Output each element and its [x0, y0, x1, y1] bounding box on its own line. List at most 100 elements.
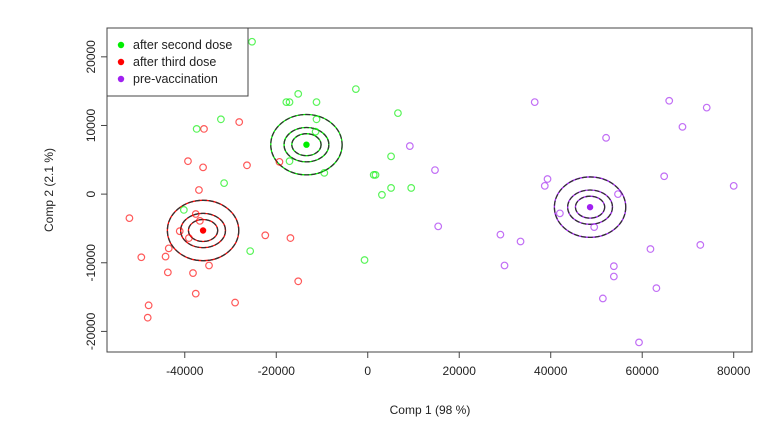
- data-point: [195, 216, 204, 225]
- data-point: [598, 294, 607, 303]
- x-axis-label: Comp 1 (98 %): [390, 403, 471, 417]
- data-point: [431, 166, 439, 174]
- data-point: [261, 231, 270, 240]
- data-point: [590, 223, 599, 231]
- data-point: [191, 210, 200, 218]
- legend-marker-pre-vaccination: [117, 75, 125, 83]
- y-tick-label: -20000: [84, 312, 98, 350]
- legend-box: [106, 27, 249, 97]
- data-point: [143, 313, 152, 322]
- data-point: [496, 230, 505, 239]
- data-point: [394, 109, 402, 118]
- data-point: [387, 184, 395, 192]
- data-point: [702, 103, 711, 112]
- data-point: [235, 118, 244, 126]
- data-point: [516, 237, 525, 246]
- data-point: [543, 175, 552, 183]
- confidence-ellipse-dash: [166, 199, 240, 262]
- data-point: [192, 125, 201, 133]
- x-tick-label: 20000: [443, 364, 477, 378]
- data-point: [609, 262, 618, 271]
- data-point: [652, 284, 661, 293]
- data-point: [282, 98, 291, 107]
- data-point: [175, 227, 184, 236]
- x-tick-label: 0: [364, 364, 371, 378]
- legend-label-pre-vaccination: pre-vaccination: [133, 72, 218, 86]
- centroid-marker: [303, 141, 310, 148]
- data-point: [163, 268, 172, 277]
- data-point: [434, 222, 443, 231]
- data-point: [195, 186, 203, 194]
- data-point: [294, 277, 303, 286]
- legend-label-third-dose: after third dose: [133, 55, 216, 69]
- confidence-ellipse-dash: [283, 126, 330, 163]
- data-point: [602, 133, 610, 142]
- x-tick-label: -40000: [166, 364, 204, 378]
- data-point: [371, 170, 380, 179]
- y-tick-label: 10000: [84, 108, 98, 142]
- data-point: [729, 181, 738, 190]
- data-point: [312, 98, 321, 107]
- confidence-ellipse-dash: [566, 189, 614, 225]
- data-point: [189, 269, 197, 277]
- y-tick-label: 20000: [84, 40, 98, 74]
- centroid-marker: [199, 227, 207, 234]
- confidence-ellipse-dash: [179, 212, 227, 249]
- data-point: [500, 261, 509, 270]
- data-point: [696, 241, 705, 249]
- data-point: [320, 168, 329, 177]
- x-tick-label: 40000: [534, 364, 568, 378]
- data-point: [678, 122, 687, 131]
- data-point: [635, 338, 643, 347]
- data-point: [405, 142, 414, 150]
- confidence-ellipse-dash: [574, 195, 606, 219]
- centroid-marker: [586, 203, 594, 211]
- data-point: [614, 190, 622, 199]
- confidence-ellipse-dash: [553, 176, 627, 239]
- data-point: [312, 115, 321, 124]
- data-point: [164, 244, 173, 253]
- legend-label-second-dose: after second dose: [133, 38, 232, 52]
- data-point: [530, 98, 539, 107]
- data-point: [231, 298, 239, 307]
- data-points: [125, 37, 738, 347]
- data-point: [285, 157, 294, 166]
- confidence-ellipses: [166, 113, 627, 262]
- data-point: [311, 127, 320, 136]
- legend: after second dose after third dose pre-v…: [106, 27, 249, 97]
- data-point: [540, 181, 549, 190]
- data-point: [200, 125, 208, 133]
- data-point: [243, 161, 251, 170]
- data-point: [387, 152, 395, 161]
- data-point: [220, 179, 229, 188]
- data-point: [137, 253, 146, 262]
- legend-marker-third-dose: [117, 58, 125, 66]
- data-point: [246, 247, 255, 255]
- confidence-ellipse-dash: [270, 113, 343, 176]
- data-point: [184, 234, 193, 242]
- y-tick-label: 0: [84, 190, 98, 197]
- data-point: [407, 184, 416, 192]
- data-point: [294, 89, 303, 98]
- y-axis-label: Comp 2 (2.1 %): [42, 148, 56, 232]
- confidence-ellipse-dash: [291, 133, 322, 157]
- data-point: [205, 261, 213, 270]
- x-tick-label: 60000: [626, 364, 660, 378]
- data-point: [665, 96, 674, 105]
- x-axis: -40000 -20000 0 20000 40000 60000 80000: [166, 351, 751, 378]
- data-point: [217, 115, 225, 124]
- x-tick-label: -20000: [258, 364, 296, 378]
- y-tick-label: -10000: [84, 244, 98, 282]
- data-point: [248, 37, 256, 46]
- data-point: [360, 256, 369, 264]
- legend-marker-second-dose: [117, 41, 125, 49]
- data-point: [125, 214, 134, 223]
- data-point: [191, 289, 200, 298]
- data-point: [184, 157, 192, 166]
- data-point: [275, 157, 284, 166]
- data-point: [609, 272, 618, 281]
- data-point: [179, 206, 188, 214]
- data-point: [646, 245, 655, 253]
- data-point: [660, 172, 669, 181]
